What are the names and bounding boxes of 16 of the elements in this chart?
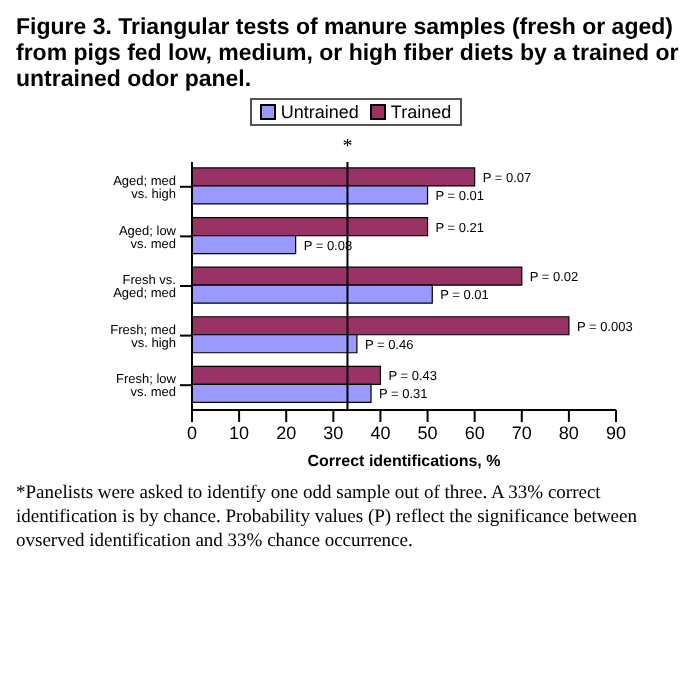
x-tick-label: 20: [276, 422, 297, 443]
legend-label: Trained: [388, 102, 452, 122]
x-tick-label: 60: [464, 422, 485, 443]
x-axis-title: Correct identifications, %: [307, 452, 501, 470]
x-tick-label: 70: [511, 422, 532, 443]
x-tick-label: 0: [186, 422, 198, 443]
text: *Panelists were asked to identify one odd sample out of three. A 33% correct identification is by chance. Probability values (P) reflect the significance between ovserved identification and 33% chance occurrence.: [16, 482, 639, 554]
x-tick-label: 40: [370, 422, 391, 443]
x-tick-label: 50: [417, 422, 438, 443]
ref-line-label: *: [342, 136, 353, 158]
chart-title: Figure 3. Triangular tests of manure samples (fresh or aged) from pigs fed low, medium, or high fiber diets by a trained or untrained odor panel.: [16, 16, 681, 94]
x-tick-label: 90: [605, 422, 627, 443]
x-tick-label: 80: [558, 422, 579, 443]
x-tick-label: 10: [229, 422, 250, 443]
x-tick-label: 30: [323, 422, 344, 443]
legend-label: Untrained: [278, 102, 359, 122]
